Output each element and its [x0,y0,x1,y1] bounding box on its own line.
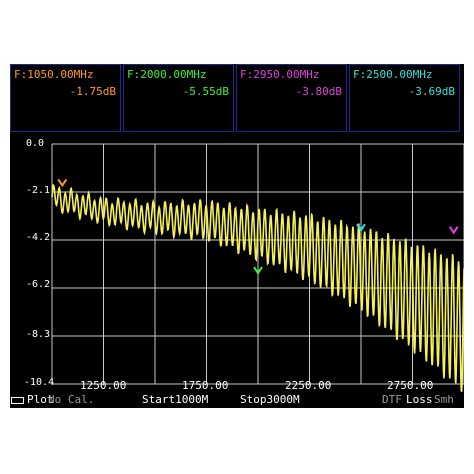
plot-area[interactable] [10,64,464,408]
stop-frequency[interactable]: Stop3000M [240,393,300,406]
y-tick-label: -2.1 [26,185,51,196]
status-bar: Plot No Cal. Start1000M Stop3000M DTF Lo… [10,393,464,408]
marker-3-glyph [448,226,459,235]
x-tick-label: 1750.00 [182,379,229,392]
start-frequency[interactable]: Start1000M [142,393,209,406]
smith-mode-button[interactable]: Smh [434,393,454,406]
marker-2-panel[interactable]: F:2000.00MHz -5.55dB [123,64,234,132]
marker-1-glyph [57,178,68,188]
plot-menu-button[interactable]: Plot [27,393,54,406]
loss-mode-button[interactable]: Loss [406,393,433,406]
marker-glyphs [57,178,459,275]
marker-4-frequency: F:2500.00MHz [353,68,433,81]
marker-4-glyph [356,223,366,232]
plot-grid [51,143,464,385]
calibration-status: No Cal. [48,393,95,406]
dtf-mode-button[interactable]: DTF [382,393,402,406]
analyzer-screen: F:1050.00MHz -1.75dB F:2000.00MHz -5.55d… [10,64,464,408]
marker-1-value: -1.75dB [69,85,116,98]
marker-2-glyph [253,266,263,275]
y-tick-label: -4.2 [26,232,51,243]
marker-2-frequency: F:2000.00MHz [127,68,207,81]
marker-4-panel[interactable]: F:2500.00MHz -3.69dB [349,64,460,132]
y-tick-label: -8.3 [26,329,51,340]
y-tick-label: -6.2 [26,279,51,290]
marker-3-panel[interactable]: F:2950.00MHz -3.80dB [236,64,347,132]
trace-line [51,183,464,392]
marker-3-value: -3.80dB [295,85,342,98]
marker-1-panel[interactable]: F:1050.00MHz -1.75dB [10,64,121,132]
x-tick-label: 2750.00 [387,379,434,392]
marker-2-value: -5.55dB [182,85,229,98]
x-tick-label: 1250.00 [80,379,127,392]
marker-3-frequency: F:2950.00MHz [240,68,320,81]
battery-icon [11,397,24,404]
y-tick-label: 0.0 [26,138,45,149]
marker-4-value: -3.69dB [408,85,455,98]
x-tick-label: 2250.00 [285,379,332,392]
marker-1-frequency: F:1050.00MHz [14,68,94,81]
y-tick-label: -10.4 [24,377,55,388]
